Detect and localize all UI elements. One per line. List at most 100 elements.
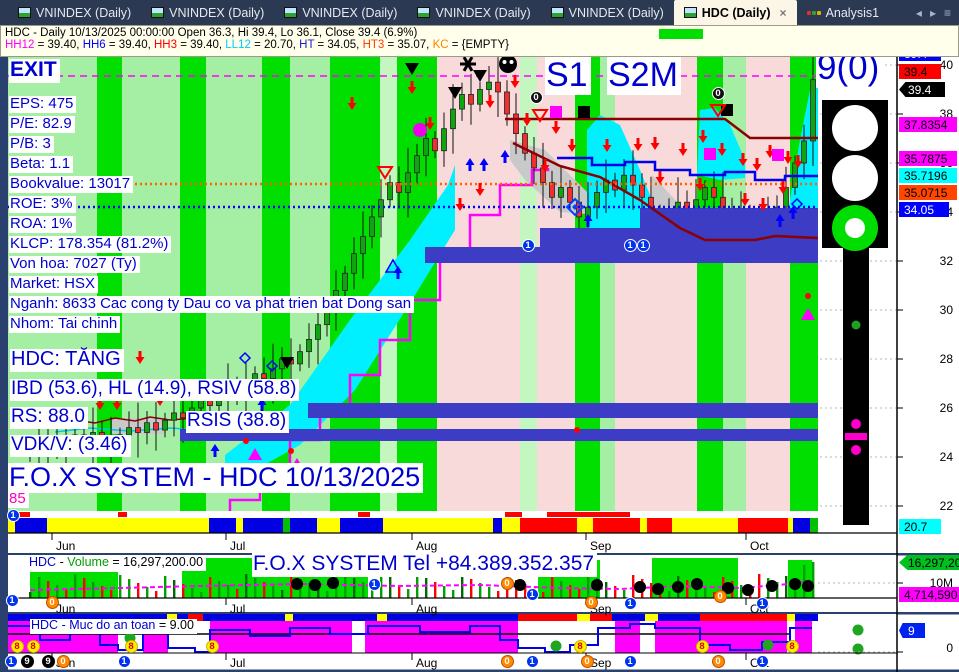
indicator-token: HH6 [82,39,106,51]
title-token: - [56,555,68,569]
safety-marker-1: 1 [117,654,131,668]
tab-label: HDC (Daily) [701,5,771,20]
title-token: HDC [29,555,57,569]
chart-marker-1: 1 [6,508,20,522]
ohlc-title: HDC - Daily 10/13/2025 00:00:00 Open 36.… [5,27,418,39]
price-badge-7: 35.0715 [899,185,957,200]
month-label-jul-row1: Jul [230,602,246,616]
tab-label: VNINDEX (Daily) [36,5,132,20]
chart-icon [18,7,31,18]
next-tab-button[interactable]: ▸ [929,5,936,20]
price-badge-8: 34.05 [899,202,949,217]
volume-tick-10m: 10M [929,576,953,590]
price-tick-30: 30 [939,303,953,317]
month-label-sep-row2: Sep [590,656,612,670]
title-token: HDC [31,618,59,632]
price-badge-9: 20.7 [899,519,941,534]
vdkv-label: VDK/V: (3.46) [10,434,131,457]
tab-vnindex-2[interactable]: VNINDEX (Daily) [274,0,407,25]
price-tick-40: 40 [939,58,953,72]
indicator-token: = 35.07, [384,39,433,51]
title-token: = 9.00 [155,618,194,632]
title-token: Muc do an toan [69,618,156,632]
exit-label: EXIT [9,58,60,83]
stat-11: Nhom: Tai chinh [9,315,121,334]
tab-analysis1[interactable]: Analysis1 [797,0,890,25]
stat-4: Bookvalue: 13017 [9,175,134,194]
chart-icon [417,7,431,18]
indicator-token: LL12 [225,39,251,51]
indicator-token: = 34.05, [314,39,363,51]
tab-vnindex-4[interactable]: VNINDEX (Daily) [541,0,674,25]
volume-marker-1: 1 [5,593,19,607]
volume-marker-0: 0 [500,576,514,590]
indicator-token: HT3 [362,39,385,51]
volume-marker-1: 1 [525,587,539,601]
month-label-jun-row1: Jun [56,602,76,616]
safety-marker-0: 0 [580,654,594,668]
volume-marker-0: 0 [584,595,598,609]
month-label-aug-row1: Aug [416,602,438,616]
header-indicator-block [659,29,703,39]
price-badge-11: 4,714,590 [899,587,959,602]
month-label-oct-row0: Oct [750,539,769,553]
tab-vnindex-3[interactable]: VNINDEX (Daily) [407,0,540,25]
indicator-token: = 39.40, [105,39,154,51]
chart-marker-1: 1 [521,238,535,252]
indicator-token: HH3 [153,39,177,51]
tab-label: VNINDEX (Daily) [169,5,265,20]
tab-menu-icon[interactable]: ≡ [943,5,951,20]
stat-8: Von hoa: 7027 (Ty) [9,255,140,274]
safety-eight-marker: 8 [695,639,709,653]
stat-2: P/B: 3 [9,135,54,154]
s2m-label: S2M [607,57,681,95]
safety-marker-0: 0 [500,654,514,668]
safety-marker-1: 1 [525,654,539,668]
title-token: = 16,297,200.00 [108,555,204,569]
title-token: - [58,618,70,632]
tab-vnindex-0[interactable]: VNINDEX (Daily) [8,0,141,25]
safety-marker-0: 0 [711,654,725,668]
price-badge-10: 16,297,200 [899,555,959,570]
stat-6: ROA: 1% [9,215,76,234]
fox-tel-label: F.O.X SYSTEM Tel +84.389.352.357 [252,552,598,577]
s1-label: S1 [545,57,591,95]
volume-marker-0: 0 [713,589,727,603]
indicator-token: = 39.40, [177,39,226,51]
price-badge-3: 39.4 [899,82,945,97]
safety-eight-marker: 8 [26,639,40,653]
safety-eight-marker: 8 [205,639,219,653]
price-tick-22: 22 [939,499,953,513]
prev-tab-button[interactable]: ◂ [915,5,922,20]
safety-eight-marker: 8 [124,639,138,653]
safety-marker-1: 1 [623,654,637,668]
stat-10: Nganh: 8633 Cac cong ty Dau co va phat t… [9,295,415,314]
indicator-token: = 20.70, [250,39,300,51]
price-tick-32: 32 [939,254,953,268]
indicator-token: HT [299,39,315,51]
safety-marker-1: 1 [4,654,18,668]
safety-marker-0: 0 [56,654,70,668]
close-tab-icon[interactable]: × [779,5,787,20]
indicator-token: = {EMPTY} [448,39,509,51]
month-label-jun-row0: Jun [56,539,76,553]
safety-eight-marker: 8 [10,639,24,653]
analysis-icon [806,10,821,15]
tab-hdc[interactable]: HDC (Daily) × [673,0,797,25]
title-token: Volume [67,555,109,569]
rs-label: RS: 88.0 [10,406,88,429]
chart-marker-1: 1 [636,238,650,252]
tab-vnindex-1[interactable]: VNINDEX (Daily) [141,0,274,25]
chart-icon [683,7,697,18]
price-badge-5: 35.7875 [899,151,957,166]
price-badge-6: 35.7196 [899,168,957,183]
volume-pane-title: HDC - Volume = 16,297,200.00 [28,555,207,571]
price-tick-24: 24 [939,450,953,464]
safety-tick-0: 0 [946,641,953,655]
month-label-jul-row2: Jul [230,656,246,670]
stat-7: KLCP: 178.354 (81.2%) [9,235,172,254]
rsis-label: RSIS (38.8) [186,410,290,433]
chart-marker-0: 0 [529,90,543,104]
safety-marker-9: 9 [20,654,34,668]
signal-label: HDC: TĂNG [10,348,124,372]
